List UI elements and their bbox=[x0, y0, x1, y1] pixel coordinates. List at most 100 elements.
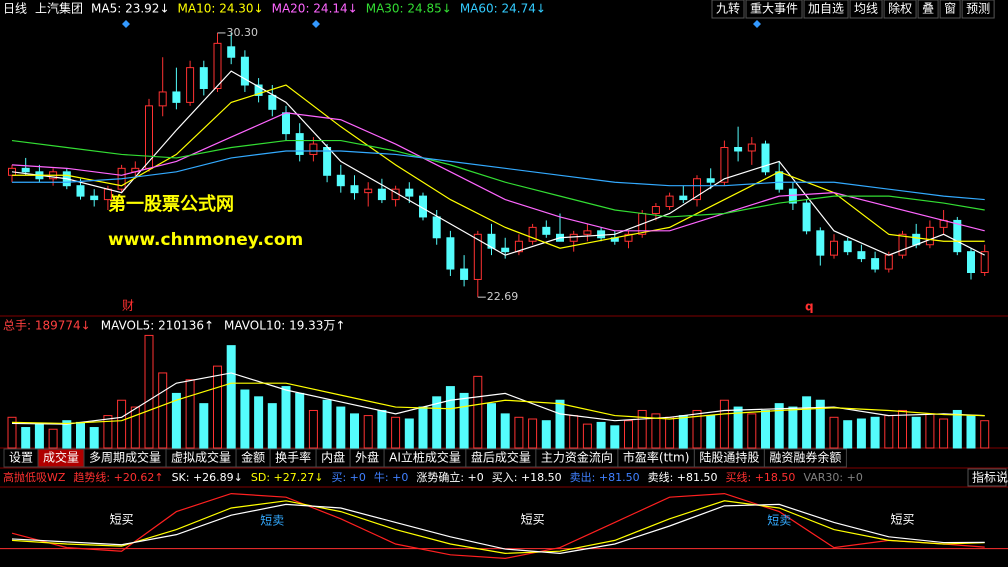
candle-body bbox=[816, 230, 825, 256]
candle-body bbox=[967, 251, 975, 274]
tab-label[interactable]: 外盘 bbox=[355, 450, 379, 465]
tab-label[interactable]: 金额 bbox=[241, 450, 265, 465]
toolbar-button[interactable] bbox=[803, 0, 849, 19]
tab-label[interactable]: 盘后成交量 bbox=[471, 450, 531, 465]
toolbar-button[interactable] bbox=[849, 0, 883, 19]
volume-bar bbox=[569, 415, 579, 449]
toolbar-label[interactable]: 除权 bbox=[888, 1, 912, 16]
header-item: SD: +27.27↓ bbox=[251, 471, 324, 484]
volume-bar bbox=[21, 427, 31, 449]
toolbar-button[interactable] bbox=[917, 0, 939, 19]
toolbar-button[interactable] bbox=[745, 0, 803, 19]
volume-bar bbox=[144, 334, 154, 449]
candle-body bbox=[350, 185, 359, 194]
volume-bar bbox=[48, 428, 58, 449]
volume-bar bbox=[350, 413, 359, 449]
volume-bar bbox=[34, 423, 44, 449]
volume-bar bbox=[733, 406, 743, 449]
header-item: 上汽集团 bbox=[35, 1, 83, 16]
candle-body bbox=[734, 147, 743, 152]
tab-label[interactable]: 内盘 bbox=[321, 450, 345, 465]
header-item: 卖线: +81.50 bbox=[648, 470, 718, 484]
tab-label[interactable]: 陆股通持股 bbox=[699, 450, 759, 465]
header-item: MA30: 24.85↓ bbox=[366, 2, 452, 16]
help-button[interactable] bbox=[967, 468, 1007, 487]
tab-label[interactable]: 换手率 bbox=[275, 450, 311, 465]
tab-label[interactable]: AI立桩成交量 bbox=[389, 450, 461, 465]
candle-body bbox=[898, 233, 907, 256]
signal-annotation: 短买 bbox=[890, 513, 914, 527]
volume-bar bbox=[89, 427, 99, 449]
indicator-line bbox=[12, 150, 985, 201]
volume-bar bbox=[62, 420, 72, 449]
candle-body bbox=[665, 195, 674, 208]
toolbar-button[interactable] bbox=[961, 0, 995, 19]
volume-bar bbox=[980, 420, 990, 449]
volume-bar bbox=[966, 415, 976, 449]
candle-body bbox=[542, 226, 551, 235]
tab-label[interactable]: 主力资金流向 bbox=[541, 450, 613, 465]
candle-body bbox=[583, 230, 592, 235]
volume-bar bbox=[281, 386, 291, 449]
volume-bar bbox=[432, 396, 442, 449]
volume-bar bbox=[555, 399, 565, 449]
volume-bar bbox=[76, 421, 85, 449]
volume-bar bbox=[459, 392, 469, 449]
header-item: 总手: 189774↓ bbox=[3, 319, 91, 333]
high-label: 30.30 bbox=[227, 26, 259, 39]
candle-body bbox=[309, 143, 318, 155]
candle-body bbox=[788, 188, 797, 204]
candle-body bbox=[857, 251, 866, 260]
volume-bar bbox=[404, 418, 414, 449]
header-item: VAR30: +0 bbox=[803, 471, 862, 484]
tab-label[interactable]: 多周期成交量 bbox=[89, 450, 161, 465]
toolbar-label[interactable]: 窗 bbox=[944, 2, 956, 16]
candle-body bbox=[514, 240, 523, 253]
volume-bar bbox=[500, 413, 510, 449]
volume-bar bbox=[171, 392, 181, 449]
volume-bar bbox=[336, 406, 346, 449]
tab-label[interactable]: 设置 bbox=[9, 451, 33, 465]
indicator-line bbox=[11, 70, 985, 256]
candle-body bbox=[76, 185, 85, 197]
header-item: MAVOL10: 19.33万↑ bbox=[224, 319, 345, 333]
tab[interactable] bbox=[763, 448, 847, 468]
toolbar-label[interactable]: 预测 bbox=[966, 2, 990, 16]
tab-label[interactable]: 融资融券余额 bbox=[769, 450, 841, 465]
volume-bar bbox=[774, 403, 784, 449]
header-item: 高抛低吸WZ bbox=[3, 470, 66, 484]
candle-body bbox=[761, 143, 770, 173]
candle-body bbox=[268, 94, 277, 110]
volume-bar bbox=[870, 416, 880, 449]
candle-body bbox=[377, 188, 386, 201]
watermark-name: 第一股票公式网 bbox=[108, 193, 234, 215]
toolbar-button[interactable] bbox=[711, 0, 745, 19]
candle-body bbox=[720, 147, 729, 183]
volume-bar bbox=[473, 375, 483, 449]
toolbar-label[interactable]: 九转 bbox=[716, 1, 740, 16]
volume-bar bbox=[582, 423, 592, 449]
volume-bar bbox=[377, 409, 387, 449]
toolbar-button[interactable] bbox=[939, 0, 961, 19]
toolbar-button[interactable] bbox=[883, 0, 917, 19]
toolbar-label[interactable]: 均线 bbox=[854, 2, 878, 16]
volume-bar bbox=[665, 416, 675, 449]
toolbar-label[interactable]: 重大事件 bbox=[750, 2, 798, 16]
volume-bar bbox=[254, 396, 264, 449]
toolbar-label[interactable]: 叠 bbox=[922, 2, 934, 16]
volume-bar bbox=[199, 403, 209, 449]
candle-body bbox=[199, 67, 208, 89]
tab-label[interactable]: 市盈率(ttm) bbox=[623, 450, 689, 465]
tab-label[interactable]: 虚拟成交量 bbox=[171, 450, 231, 465]
tab-label[interactable]: 成交量 bbox=[43, 450, 79, 465]
volume-bar bbox=[117, 399, 127, 449]
header-item: MA5: 23.92↓ bbox=[91, 2, 169, 16]
help-label[interactable]: 指标说 bbox=[972, 470, 1008, 485]
header-item: 牛: +0 bbox=[374, 470, 408, 484]
indicator-line bbox=[11, 492, 985, 560]
toolbar-label[interactable]: 加自选 bbox=[808, 2, 844, 16]
candle-body bbox=[775, 171, 784, 190]
volume-bar bbox=[226, 345, 236, 449]
volume-bar bbox=[651, 413, 661, 449]
